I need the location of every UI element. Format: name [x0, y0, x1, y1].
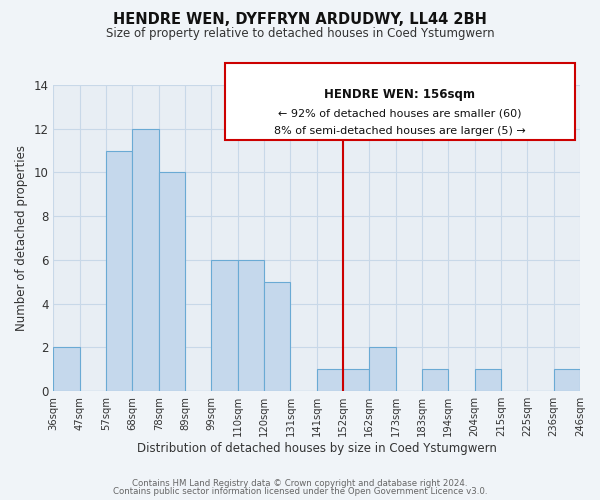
Text: ← 92% of detached houses are smaller (60): ← 92% of detached houses are smaller (60…	[278, 108, 521, 118]
Text: HENDRE WEN, DYFFRYN ARDUDWY, LL44 2BH: HENDRE WEN, DYFFRYN ARDUDWY, LL44 2BH	[113, 12, 487, 28]
FancyBboxPatch shape	[224, 63, 575, 140]
Bar	[211, 260, 238, 391]
Bar	[264, 282, 290, 391]
Bar	[106, 150, 133, 391]
Bar	[475, 370, 501, 391]
Bar	[370, 348, 395, 391]
Bar	[133, 128, 159, 391]
Text: Contains HM Land Registry data © Crown copyright and database right 2024.: Contains HM Land Registry data © Crown c…	[132, 478, 468, 488]
Bar	[238, 260, 264, 391]
Y-axis label: Number of detached properties: Number of detached properties	[15, 145, 28, 331]
Bar	[554, 370, 580, 391]
Bar	[159, 172, 185, 391]
Bar	[53, 348, 80, 391]
Bar	[317, 370, 343, 391]
Bar	[343, 370, 370, 391]
Text: HENDRE WEN: 156sqm: HENDRE WEN: 156sqm	[324, 88, 475, 102]
Text: 8% of semi-detached houses are larger (5) →: 8% of semi-detached houses are larger (5…	[274, 126, 526, 136]
Text: Contains public sector information licensed under the Open Government Licence v3: Contains public sector information licen…	[113, 487, 487, 496]
Text: Size of property relative to detached houses in Coed Ystumgwern: Size of property relative to detached ho…	[106, 28, 494, 40]
X-axis label: Distribution of detached houses by size in Coed Ystumgwern: Distribution of detached houses by size …	[137, 442, 497, 455]
Bar	[422, 370, 448, 391]
